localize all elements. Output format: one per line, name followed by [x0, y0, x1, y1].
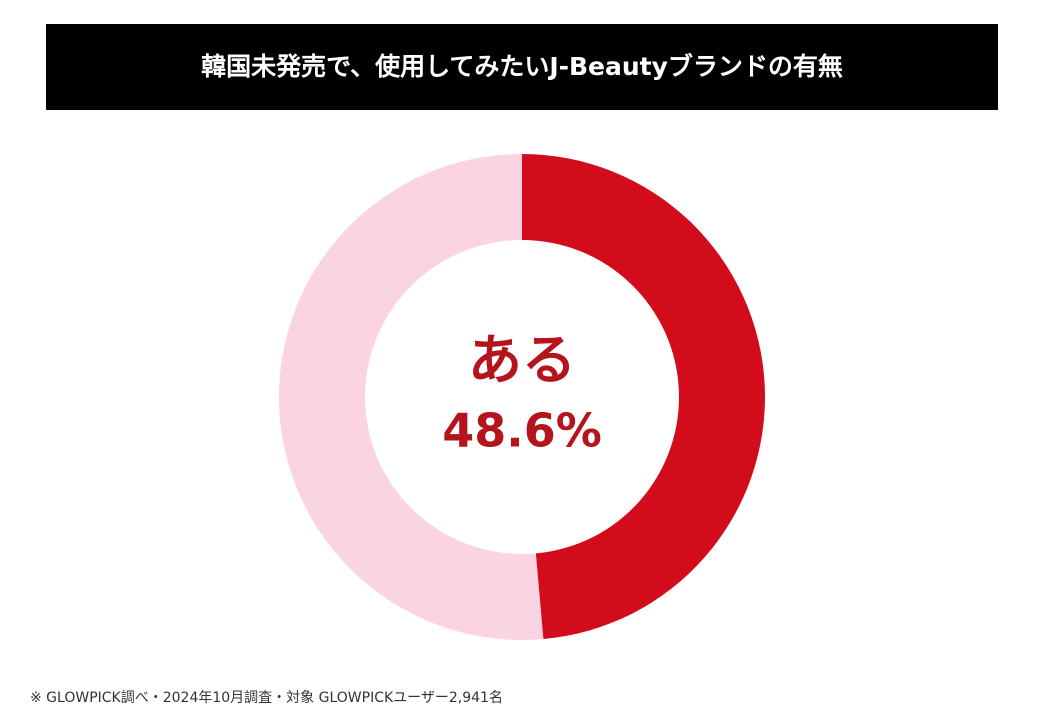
center-value-label: 48.6%: [442, 404, 602, 458]
title-bar: [46, 24, 998, 110]
donut: [279, 154, 766, 640]
center-category: ある: [468, 329, 576, 392]
donut-slice: [279, 154, 544, 640]
footnote: ※ GLOWPICK調べ・2024年10月調査・対象 GLOWPICKユーザー2…: [30, 690, 503, 706]
chart-title: 韓国未発売で、使用してみたいJ-Beautyブランドの有無: [201, 52, 843, 81]
donut-slice: [522, 154, 766, 640]
